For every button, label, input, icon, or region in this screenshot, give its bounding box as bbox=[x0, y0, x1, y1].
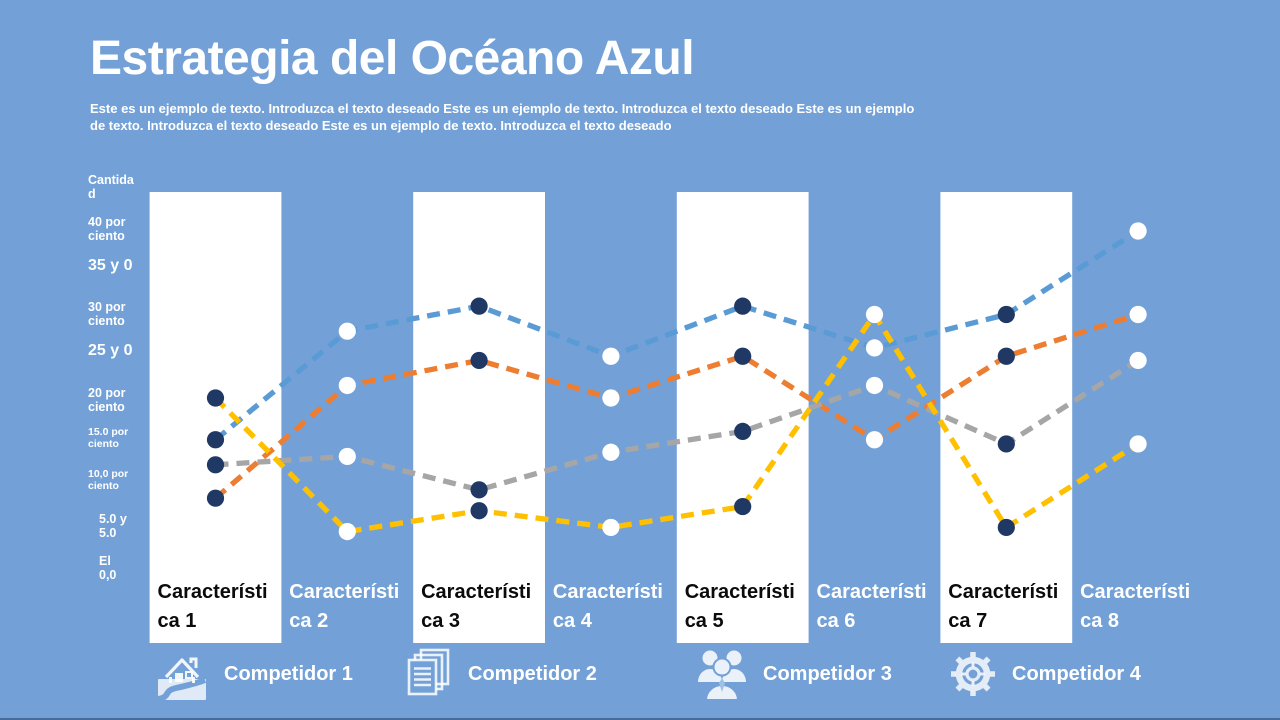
series-line-1 bbox=[213, 228, 1140, 442]
series-line-3 bbox=[215, 358, 1140, 493]
data-point-s2-c2 bbox=[338, 376, 356, 395]
x-category-label-5: Característica 5 bbox=[684, 581, 795, 632]
data-point-s1-c5 bbox=[734, 297, 752, 315]
legend-item-competidor-2: Competidor 2 bbox=[405, 644, 597, 704]
y-tick-label-5: 20 por ciento bbox=[88, 386, 126, 414]
data-point-s1-c1 bbox=[206, 431, 225, 449]
y-tick-label-0: Cantidad bbox=[88, 173, 134, 201]
data-point-s2-c7 bbox=[997, 347, 1015, 365]
data-point-s4-c7 bbox=[997, 518, 1015, 537]
data-point-s3-c1 bbox=[206, 456, 225, 474]
y-tick-label-7: 10,0 por ciento bbox=[88, 468, 129, 492]
y-tick-label-6: 15.0 por ciento bbox=[88, 426, 129, 450]
data-point-s3-c4 bbox=[602, 443, 620, 461]
data-point-s3-c5 bbox=[734, 422, 752, 440]
x-category-label-8: Característica 8 bbox=[1080, 581, 1191, 632]
page-title: Estrategia del Océano Azul bbox=[90, 32, 695, 85]
y-tick-label-9: El 0,0 bbox=[99, 554, 117, 582]
slide-subtitle: Este es un ejemplo de texto. Introduzca … bbox=[90, 101, 915, 134]
house-icon bbox=[157, 657, 207, 702]
x-category-label-1: Característica 1 bbox=[157, 581, 268, 632]
data-point-s4-c2 bbox=[338, 523, 356, 541]
x-category-label-2: Característica 2 bbox=[289, 581, 400, 632]
legend-label: Competidor 1 bbox=[224, 662, 353, 685]
y-tick-label-2: 35 y 0 bbox=[88, 257, 133, 274]
y-tick-label-4: 25 y 0 bbox=[88, 342, 133, 359]
x-category-label-6: Característica 6 bbox=[816, 581, 927, 632]
data-point-s1-c6 bbox=[865, 339, 884, 357]
data-point-s1-c8 bbox=[1129, 222, 1147, 240]
data-point-s3-c6 bbox=[865, 376, 884, 395]
y-tick-label-3: 30 por ciento bbox=[88, 300, 126, 328]
legend-label: Competidor 3 bbox=[763, 662, 892, 685]
series-line-4 bbox=[213, 309, 1140, 535]
data-point-s4-c1 bbox=[206, 389, 225, 407]
legend-item-competidor-4: Competidor 4 bbox=[949, 644, 1141, 704]
data-point-s4-c5 bbox=[734, 497, 752, 516]
column-band-7 bbox=[940, 192, 1073, 643]
y-tick-label-1: 40 por ciento bbox=[88, 215, 126, 243]
documents-icon bbox=[407, 648, 450, 695]
gear-icon bbox=[951, 652, 995, 696]
data-point-s4-c3 bbox=[470, 502, 488, 520]
column-band-3 bbox=[413, 192, 545, 643]
legend-item-competidor-3: Competidor 3 bbox=[696, 644, 892, 704]
y-tick-label-8: 5.0 y 5.0 bbox=[99, 512, 127, 540]
data-point-s4-c8 bbox=[1129, 435, 1147, 453]
x-category-label-4: Característica 4 bbox=[552, 581, 663, 632]
slide-bottom-edge bbox=[0, 718, 1280, 720]
data-point-s4-c6 bbox=[865, 305, 884, 324]
data-point-s4-c4 bbox=[602, 518, 620, 537]
x-category-label-7: Característica 7 bbox=[948, 581, 1059, 632]
legend-label: Competidor 4 bbox=[1012, 662, 1141, 685]
data-point-s1-c7 bbox=[997, 305, 1015, 324]
data-point-s3-c3 bbox=[470, 481, 488, 499]
data-point-s2-c6 bbox=[865, 431, 884, 449]
x-category-label-3: Característica 3 bbox=[421, 581, 532, 632]
data-point-s2-c3 bbox=[470, 351, 488, 370]
data-point-s3-c7 bbox=[997, 435, 1015, 453]
data-point-s2-c4 bbox=[602, 389, 620, 407]
series-line-2 bbox=[213, 311, 1139, 501]
data-point-s1-c3 bbox=[470, 297, 488, 315]
data-point-s3-c2 bbox=[338, 447, 356, 466]
data-point-s1-c4 bbox=[602, 347, 620, 365]
data-point-s2-c8 bbox=[1129, 305, 1147, 324]
people-icon bbox=[698, 650, 746, 701]
legend-label: Competidor 2 bbox=[468, 662, 597, 685]
data-point-s2-c5 bbox=[734, 347, 752, 365]
column-band-5 bbox=[676, 192, 809, 643]
legend-item-competidor-1: Competidor 1 bbox=[155, 644, 353, 704]
data-point-s2-c1 bbox=[206, 489, 225, 507]
column-band-1 bbox=[149, 192, 282, 643]
data-point-s1-c2 bbox=[338, 322, 356, 340]
data-point-s3-c8 bbox=[1129, 351, 1147, 370]
